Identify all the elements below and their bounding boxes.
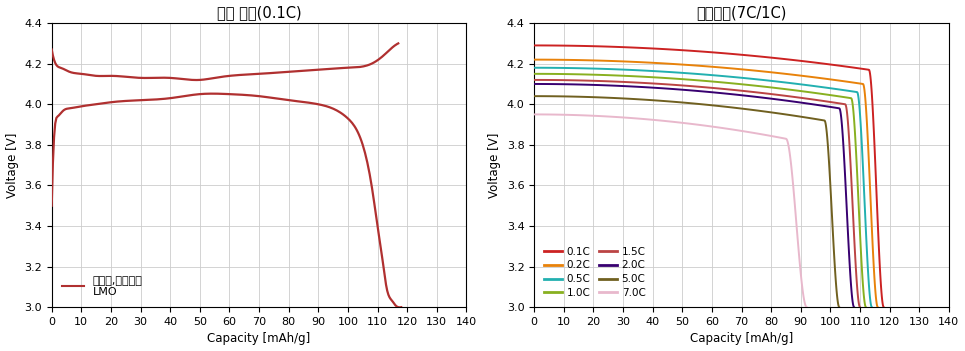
Y-axis label: Voltage [V]: Voltage [V] [6,132,18,198]
Legend: 0.1C, 0.2C, 0.5C, 1.0C, 1.5C, 2.0C, 5.0C, 7.0C: 0.1C, 0.2C, 0.5C, 1.0C, 1.5C, 2.0C, 5.0C… [539,243,649,302]
Legend: 고용량,고안정성
LMO: 고용량,고안정성 LMO [57,271,147,302]
X-axis label: Capacity [mAh/g]: Capacity [mAh/g] [690,332,793,345]
Y-axis label: Voltage [V]: Voltage [V] [488,132,501,198]
X-axis label: Capacity [mAh/g]: Capacity [mAh/g] [207,332,311,345]
Title: 초기 용량(0.1C): 초기 용량(0.1C) [217,6,301,21]
Title: 출력특성(7C/1C): 출력특성(7C/1C) [697,6,786,21]
